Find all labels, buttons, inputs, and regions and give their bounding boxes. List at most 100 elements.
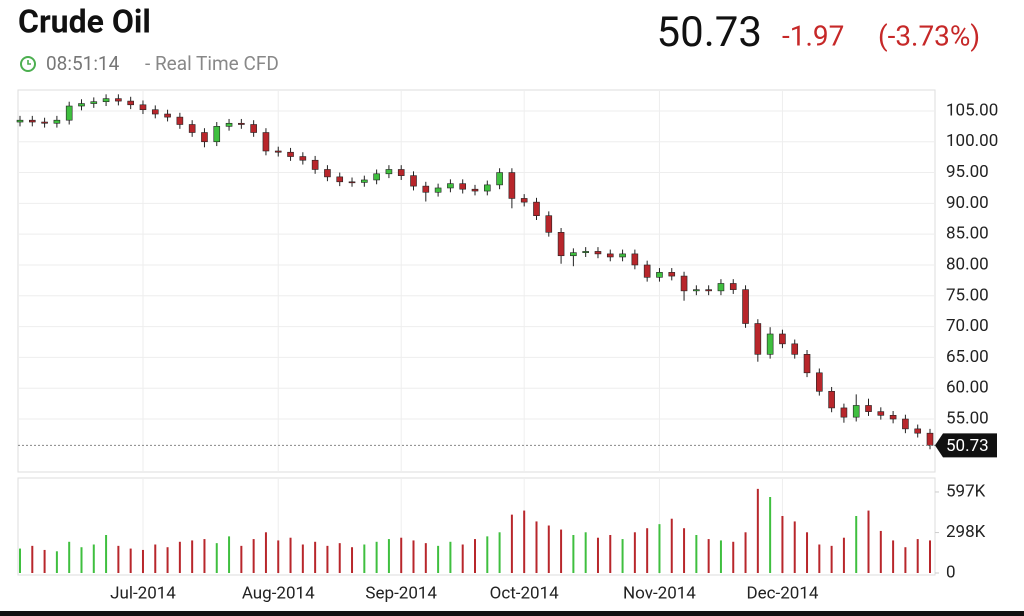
candle-body [102, 98, 110, 103]
candle-body [742, 289, 749, 324]
candle-body [16, 119, 24, 123]
candle-body [53, 119, 61, 124]
candle-body [606, 253, 614, 258]
candle-body [447, 183, 454, 189]
candle-body [520, 198, 528, 203]
last-price-label: 50.73 [946, 436, 989, 456]
candle-body [668, 272, 676, 277]
candle-body [557, 232, 565, 257]
clock-icon [20, 56, 36, 72]
candle-body [225, 122, 233, 127]
candle-body [840, 407, 848, 418]
candle-body [287, 151, 294, 157]
candle-body [705, 289, 712, 292]
candle-body [791, 343, 799, 355]
y-tick-label: 100.00 [946, 131, 998, 151]
candle-body [422, 185, 430, 193]
clock-hands [27, 60, 31, 65]
candle-body [754, 323, 762, 355]
y-tick-label: 65.00 [946, 347, 989, 367]
candle-body [631, 253, 639, 266]
volume-tick-label: 597K [946, 481, 986, 501]
candle-body [65, 105, 73, 121]
candle-body [902, 418, 909, 430]
candle-body [545, 215, 553, 233]
candle-body [434, 187, 442, 193]
change-pct: (-3.73%) [878, 19, 980, 52]
candle-body [324, 169, 331, 178]
candle-body [828, 390, 835, 409]
candle-body [201, 132, 208, 143]
candle-body [213, 126, 221, 143]
candle-body [533, 201, 540, 216]
x-tick-label: Sep-2014 [365, 583, 437, 603]
candle-body [385, 169, 393, 175]
candle-body [483, 184, 491, 192]
candle-body [717, 283, 725, 292]
candle-body [680, 275, 688, 292]
candle-body [889, 415, 897, 420]
candle-body [397, 169, 405, 176]
candle-body [594, 251, 602, 255]
y-tick-label: 70.00 [946, 316, 989, 336]
candle-body [348, 181, 356, 184]
candle-body [816, 372, 823, 392]
candle-body [459, 183, 467, 190]
candle-body [78, 103, 85, 107]
y-tick-label: 95.00 [946, 162, 989, 182]
y-tick-label: 55.00 [946, 408, 989, 428]
candle-body [570, 252, 577, 257]
y-tick-label: 75.00 [946, 285, 989, 305]
candle-body [361, 179, 368, 183]
candle-body [164, 113, 171, 118]
candle-body [582, 251, 589, 253]
y-tick-label: 90.00 [946, 193, 989, 213]
title: Crude Oil [18, 2, 151, 40]
candle-body [803, 354, 811, 374]
candle-body [373, 173, 380, 181]
candle-body [766, 333, 774, 355]
candle-body [336, 176, 344, 183]
candle-body [729, 283, 737, 290]
candle-body [41, 121, 48, 124]
candle-body [90, 101, 98, 104]
candle-body [643, 264, 651, 278]
candle-body [496, 172, 503, 186]
x-tick-label: Nov-2014 [623, 583, 696, 603]
candle-body [508, 172, 516, 199]
x-tick-label: Oct-2014 [490, 583, 560, 603]
bottom-bar [0, 611, 1024, 616]
candle-body [410, 175, 417, 187]
candle-body [914, 428, 922, 434]
candle-body [471, 188, 479, 192]
y-tick-label: 85.00 [946, 224, 989, 244]
candle-body [693, 289, 700, 292]
volume-tick-label: 298K [946, 522, 986, 542]
x-tick-label: Jul-2014 [110, 583, 176, 603]
candle-body [311, 159, 319, 170]
last-price-tag [935, 433, 997, 458]
candle-body [779, 333, 786, 345]
candle-body [865, 405, 872, 412]
candle-body [877, 411, 885, 416]
candle-body [250, 124, 257, 133]
volume-tick-label: 0 [946, 562, 956, 582]
candle-body [127, 100, 134, 106]
source: - Real Time CFD [145, 52, 279, 75]
volume-panel [17, 477, 936, 576]
y-tick-label: 105.00 [946, 100, 998, 120]
candle-body [274, 150, 282, 153]
price-panel [17, 89, 936, 473]
y-tick-label: 60.00 [946, 378, 989, 398]
candle-body [852, 405, 860, 418]
candle-body [926, 432, 934, 446]
candle-body [188, 124, 196, 133]
candle-body [176, 116, 184, 125]
candle-body [28, 119, 36, 123]
x-tick-label: Aug-2014 [242, 583, 315, 603]
change: -1.97 [782, 19, 844, 52]
candle-body [115, 98, 122, 102]
x-tick-label: Dec-2014 [746, 583, 818, 603]
candle-body [238, 122, 245, 125]
